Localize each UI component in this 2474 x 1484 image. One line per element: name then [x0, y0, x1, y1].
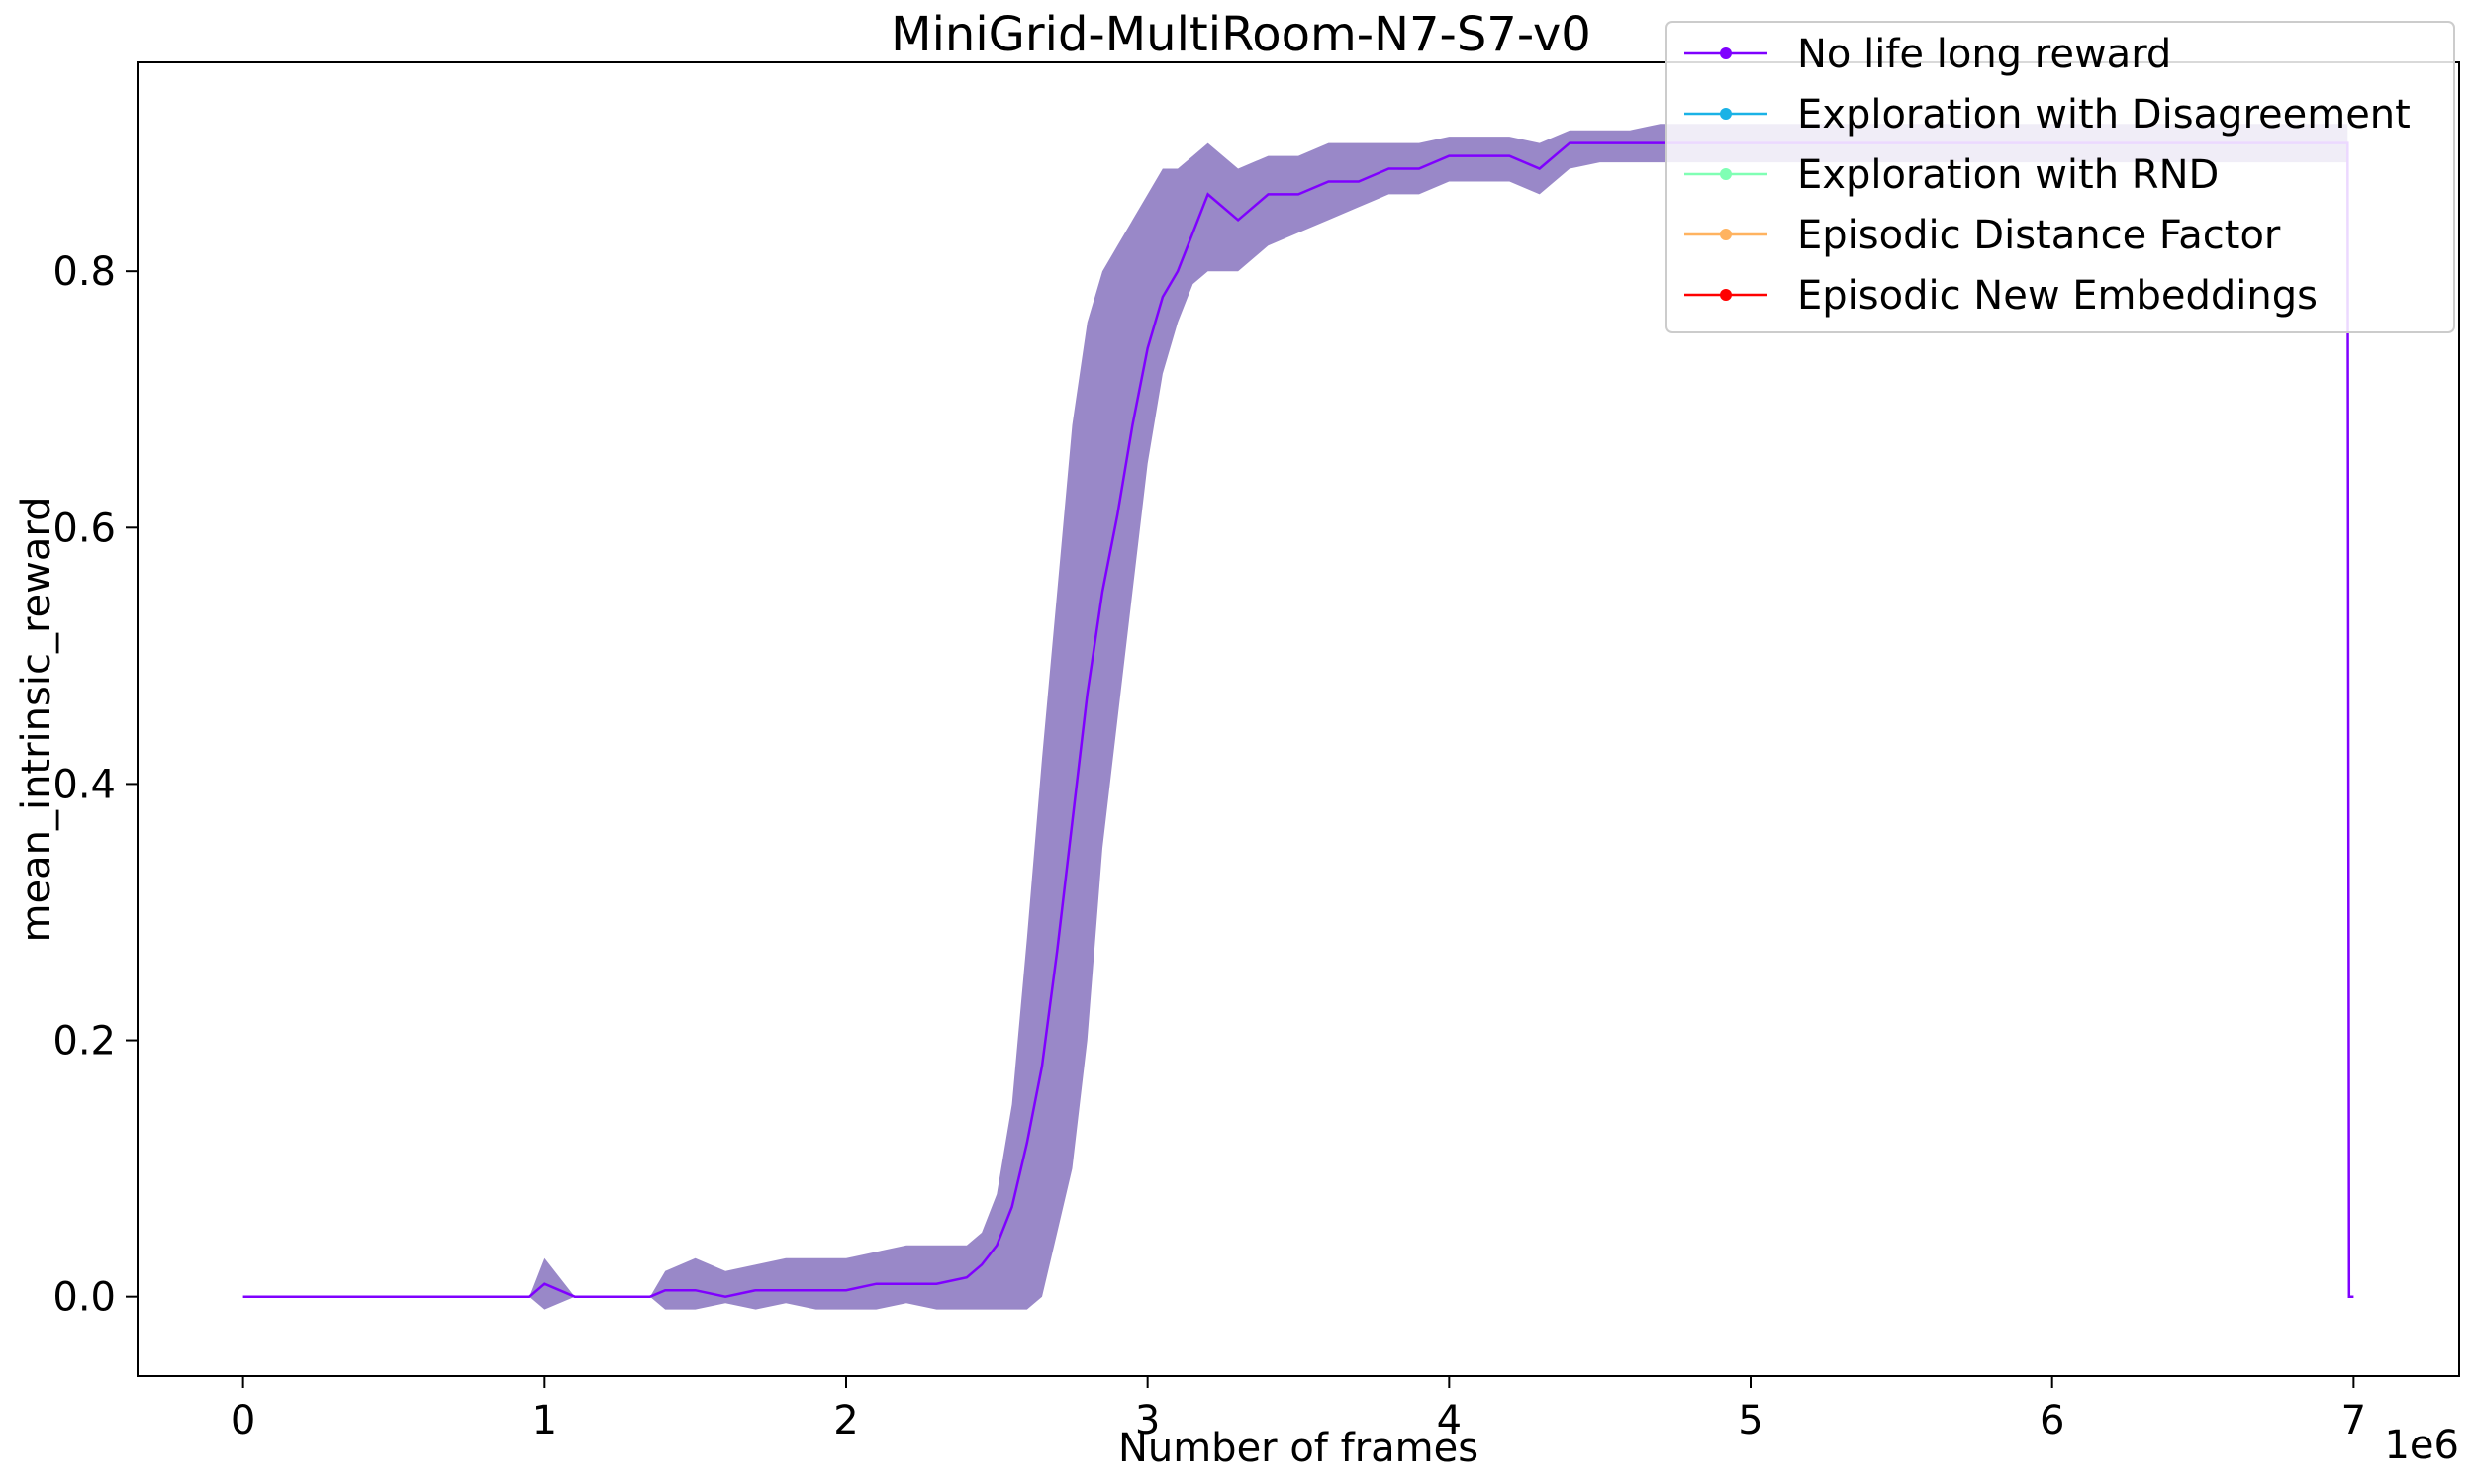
legend-label: Exploration with Disagreement: [1797, 92, 2411, 138]
y-axis-label: mean_intrinsic_reward: [14, 497, 59, 943]
legend-marker: [1720, 108, 1732, 120]
y-axis: 0.0 0.2 0.4 0.6 0.8: [52, 249, 138, 1321]
legend-box: [1665, 21, 2455, 333]
x-tick-label: 5: [1738, 1398, 1762, 1443]
y-tick-label: 0.8: [52, 249, 116, 295]
y-tick-label: 0.6: [52, 506, 116, 551]
legend-marker: [1720, 47, 1732, 59]
plot-frame: [137, 61, 2460, 1377]
x-axis: 0 1 2 3 4 5 6 7: [231, 1376, 2366, 1443]
legend-label: Exploration with RND: [1797, 152, 2219, 198]
y-tick-label: 0.2: [52, 1019, 116, 1065]
series-line-0: [242, 141, 2354, 1298]
x-tick-label: 6: [2040, 1398, 2064, 1443]
legend-marker: [1720, 289, 1732, 301]
y-tick-label: 0.4: [52, 762, 116, 807]
y-tick-label: 0.0: [52, 1275, 116, 1321]
x-tick-label: 0: [231, 1398, 255, 1443]
x-tick-label: 4: [1437, 1398, 1462, 1443]
legend-marker: [1720, 229, 1732, 240]
x-tick-label: 7: [2341, 1398, 2366, 1443]
x-tick-label: 3: [1135, 1398, 1160, 1443]
legend-label: Episodic Distance Factor: [1797, 213, 2281, 258]
legend-marker: [1720, 168, 1732, 180]
legend-label: Episodic New Embeddings: [1797, 273, 2318, 319]
legend-items: No life long reward Exploration with Disa…: [1684, 32, 2411, 319]
x-tick-label: 1: [532, 1398, 557, 1443]
legend-label: No life long reward: [1797, 32, 2171, 77]
x-axis-offset-label: 1e6: [2384, 1423, 2459, 1468]
chart-title: MiniGrid-MultiRoom-N7-S7-v0: [891, 7, 1591, 62]
legend: No life long reward Exploration with Disa…: [1665, 21, 2455, 333]
x-axis-label: Number of frames: [1118, 1426, 1478, 1471]
plot-area: [242, 124, 2354, 1310]
x-tick-label: 2: [833, 1398, 858, 1443]
